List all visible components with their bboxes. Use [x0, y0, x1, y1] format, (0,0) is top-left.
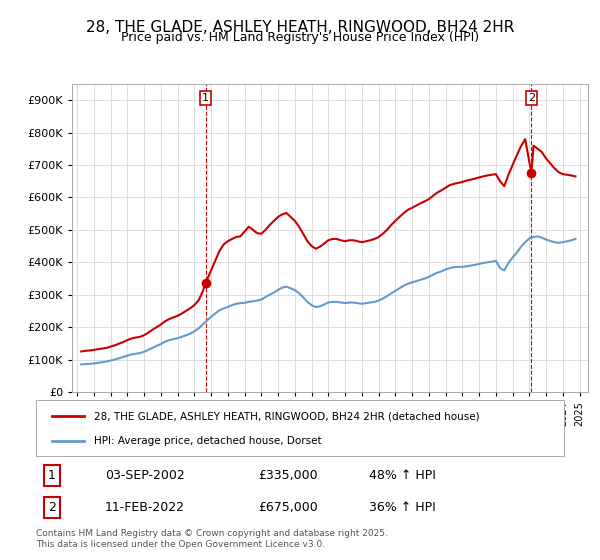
Text: 1: 1: [202, 93, 209, 103]
Text: 2: 2: [528, 93, 535, 103]
Text: 36% ↑ HPI: 36% ↑ HPI: [368, 501, 436, 514]
Text: 1: 1: [48, 469, 56, 482]
Text: £675,000: £675,000: [258, 501, 317, 514]
Text: 11-FEB-2022: 11-FEB-2022: [104, 501, 185, 514]
Text: 2: 2: [48, 501, 56, 514]
Text: HPI: Average price, detached house, Dorset: HPI: Average price, detached house, Dors…: [94, 436, 322, 446]
Text: Price paid vs. HM Land Registry's House Price Index (HPI): Price paid vs. HM Land Registry's House …: [121, 31, 479, 44]
Text: 28, THE GLADE, ASHLEY HEATH, RINGWOOD, BH24 2HR (detached house): 28, THE GLADE, ASHLEY HEATH, RINGWOOD, B…: [94, 411, 480, 421]
Text: Contains HM Land Registry data © Crown copyright and database right 2025.
This d: Contains HM Land Registry data © Crown c…: [36, 529, 388, 549]
Text: 48% ↑ HPI: 48% ↑ HPI: [368, 469, 436, 482]
Text: 28, THE GLADE, ASHLEY HEATH, RINGWOOD, BH24 2HR: 28, THE GLADE, ASHLEY HEATH, RINGWOOD, B…: [86, 20, 514, 35]
Text: 03-SEP-2002: 03-SEP-2002: [104, 469, 184, 482]
Text: £335,000: £335,000: [258, 469, 317, 482]
